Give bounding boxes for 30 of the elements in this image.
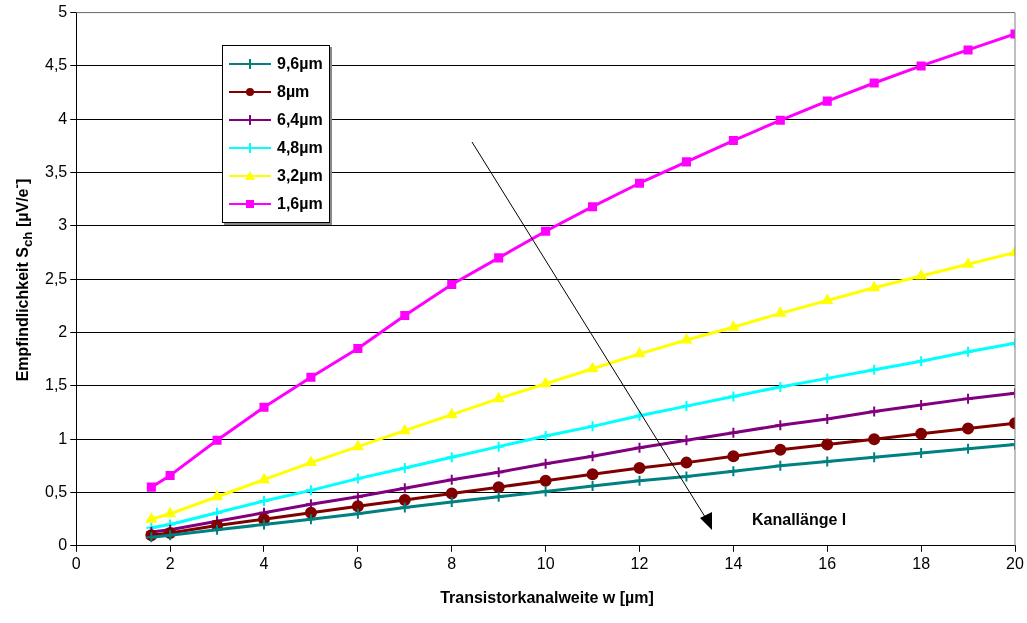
x-tick-label: 12 bbox=[630, 554, 649, 572]
y-tick-label: 0,5 bbox=[44, 482, 68, 500]
x-tick-label: 20 bbox=[1006, 554, 1024, 572]
y-tick-label: 4,5 bbox=[44, 56, 68, 74]
legend-label: 3,2µm bbox=[277, 167, 323, 185]
y-tick-label: 4 bbox=[58, 109, 68, 127]
legend-label: 4,8µm bbox=[277, 139, 323, 157]
y-tick-label: 5 bbox=[58, 3, 68, 21]
y-tick-label: 3 bbox=[58, 216, 68, 234]
x-tick-label: 14 bbox=[724, 554, 743, 572]
y-tick-label: 3,5 bbox=[44, 162, 68, 180]
y-tick-label: 1,5 bbox=[44, 376, 68, 394]
y-tick-label: 2 bbox=[58, 322, 68, 340]
x-tick-label: 16 bbox=[818, 554, 837, 572]
y-tick-label: 0 bbox=[58, 536, 68, 554]
x-tick-label: 18 bbox=[912, 554, 931, 572]
legend-label: 1,6µm bbox=[277, 195, 323, 213]
x-tick-label: 2 bbox=[165, 554, 175, 572]
y-tick-label: 2,5 bbox=[44, 269, 68, 287]
x-tick-label: 0 bbox=[71, 554, 81, 572]
x-axis-title: Transistorkanalweite w [µm] bbox=[440, 589, 654, 607]
legend-label: 6,4µm bbox=[277, 111, 323, 129]
legend-label: 9,6µm bbox=[277, 55, 323, 73]
x-tick-label: 6 bbox=[353, 554, 363, 572]
annotation: Kanallänge l bbox=[752, 511, 847, 529]
x-tick-label: 10 bbox=[536, 554, 555, 572]
legend-label: 8µm bbox=[277, 83, 310, 101]
x-tick-label: 4 bbox=[259, 554, 269, 572]
x-tick-label: 8 bbox=[447, 554, 457, 572]
y-tick-label: 1 bbox=[58, 429, 68, 447]
